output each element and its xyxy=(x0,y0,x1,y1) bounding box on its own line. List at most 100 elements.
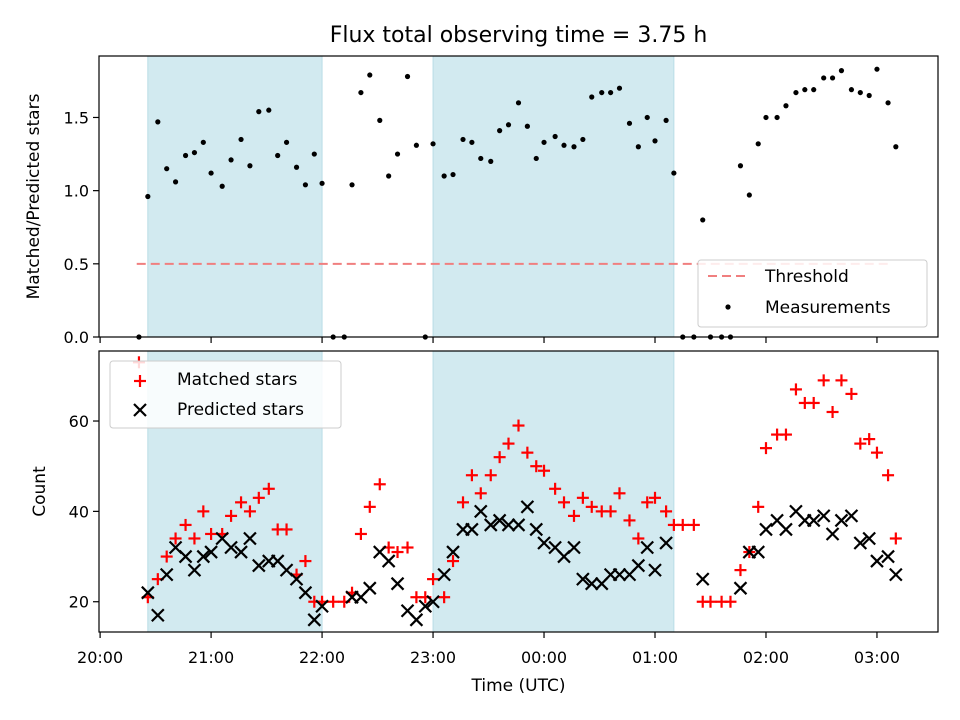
matched-star-point xyxy=(649,491,662,504)
measurement-point xyxy=(561,142,567,148)
measurement-point xyxy=(644,114,650,121)
predicted-star-point xyxy=(243,531,257,546)
matched-star-point xyxy=(676,518,689,531)
bottom-y-axis-label: Count xyxy=(30,466,50,517)
measurement-point xyxy=(857,89,863,96)
legend-predicted-label: Predicted stars xyxy=(177,400,304,420)
predicted-star-marker-b xyxy=(418,599,433,614)
x-tick-label: 23:00 xyxy=(410,648,456,667)
measurement-point xyxy=(821,75,827,81)
measurement-point xyxy=(275,152,281,159)
measurement-point xyxy=(377,117,383,123)
predicted-star-marker-b xyxy=(390,576,405,591)
matched-star-point xyxy=(889,532,902,545)
chart-title: Flux total observing time = 3.75 h xyxy=(330,23,708,48)
predicted-star-point xyxy=(640,540,655,555)
matched-star-point xyxy=(632,532,645,545)
predicted-star-point xyxy=(465,522,479,537)
x-tick-label: 22:00 xyxy=(299,648,345,667)
measurement-point xyxy=(608,89,614,96)
predicted-star-point xyxy=(252,558,266,573)
predicted-star-point xyxy=(289,572,304,586)
matched-star-point xyxy=(576,491,589,504)
top-shaded-intervals xyxy=(147,55,675,338)
matched-star-point xyxy=(225,509,238,522)
predicted-star-point xyxy=(520,500,535,514)
measurement-point xyxy=(616,85,623,91)
x-tick-label: 21:00 xyxy=(188,648,234,667)
measurement-point xyxy=(293,164,300,170)
matched-star-point xyxy=(870,446,883,459)
matched-star-point xyxy=(817,374,830,387)
bottom-plot-frame xyxy=(98,350,939,633)
measurement-point xyxy=(311,151,317,157)
predicted-star-point xyxy=(844,509,859,523)
y-tick-label: 0.5 xyxy=(64,255,89,274)
predicted-star-marker-b xyxy=(576,572,590,586)
predicted-star-marker-b xyxy=(400,603,415,618)
predicted-star-marker-b xyxy=(437,567,451,582)
predicted-star-point xyxy=(870,554,884,568)
predicted-star-marker-b xyxy=(204,545,218,559)
predicted-star-marker-b xyxy=(159,567,174,582)
predicted-star-marker-b xyxy=(307,613,322,627)
predicted-star-point xyxy=(446,545,460,559)
x-tick-label: 02:00 xyxy=(743,648,789,667)
predicted-stars-series xyxy=(141,500,903,627)
x-tick-label: 01:00 xyxy=(632,648,678,667)
predicted-star-point xyxy=(889,567,903,582)
measurement-point xyxy=(302,182,309,188)
predicted-star-point xyxy=(825,527,840,541)
measurement-point xyxy=(172,179,179,185)
measurement-point xyxy=(541,139,547,145)
measurement-point xyxy=(515,100,522,106)
measurement-point xyxy=(191,149,198,156)
matched-star-point xyxy=(807,396,820,409)
predicted-star-marker-b xyxy=(567,540,581,555)
measurement-point xyxy=(394,151,401,157)
predicted-star-point xyxy=(315,599,329,614)
top-x-axis-ticks xyxy=(99,337,878,343)
predicted-star-marker-b xyxy=(492,513,507,528)
measurement-point xyxy=(580,136,586,143)
predicted-star-marker-b xyxy=(759,522,773,537)
predicted-star-marker-b xyxy=(648,563,662,577)
matched-star-point xyxy=(465,469,478,482)
matched-star-point xyxy=(160,550,173,563)
measurement-point xyxy=(367,72,373,78)
predicted-star-marker-b xyxy=(279,563,294,577)
predicted-star-point xyxy=(659,536,673,550)
measurement-point xyxy=(256,109,262,115)
matched-star-point xyxy=(197,505,210,518)
measurement-point xyxy=(497,128,503,134)
predicted-star-point xyxy=(612,567,627,582)
predicted-star-point xyxy=(733,581,748,595)
predicted-star-marker-b xyxy=(243,531,257,546)
matched-star-point xyxy=(484,469,497,482)
matched-star-point xyxy=(704,595,717,608)
predicted-star-point xyxy=(584,576,599,591)
predicted-star-marker-b xyxy=(270,554,285,568)
predicted-star-point xyxy=(834,513,849,528)
predicted-star-point xyxy=(816,509,831,523)
measurement-point xyxy=(893,144,899,150)
measurement-point xyxy=(219,183,225,189)
predicted-star-marker-b xyxy=(520,500,535,514)
matched-star-point xyxy=(493,451,506,464)
predicted-star-point xyxy=(178,549,193,564)
bottom-y-axis-ticks: 20 40 60 xyxy=(69,412,99,612)
bottom-x-axis-ticks: 20:00 21:00 22:00 23:00 00:00 01:00 02:00 03:00 xyxy=(77,632,900,667)
measurement-point xyxy=(737,163,744,169)
matched-star-point xyxy=(373,478,386,491)
matched-star-point xyxy=(474,487,487,500)
measurement-point xyxy=(838,68,845,74)
predicted-star-point xyxy=(307,613,322,627)
measurement-point xyxy=(164,166,170,172)
predicted-star-marker-b xyxy=(816,509,831,523)
matched-star-point xyxy=(457,496,470,509)
predicted-star-marker-b xyxy=(473,504,488,519)
matched-star-point xyxy=(613,487,626,500)
predicted-star-marker-b xyxy=(779,522,793,537)
predicted-star-point xyxy=(224,540,238,555)
predicted-star-marker-b xyxy=(446,545,460,559)
